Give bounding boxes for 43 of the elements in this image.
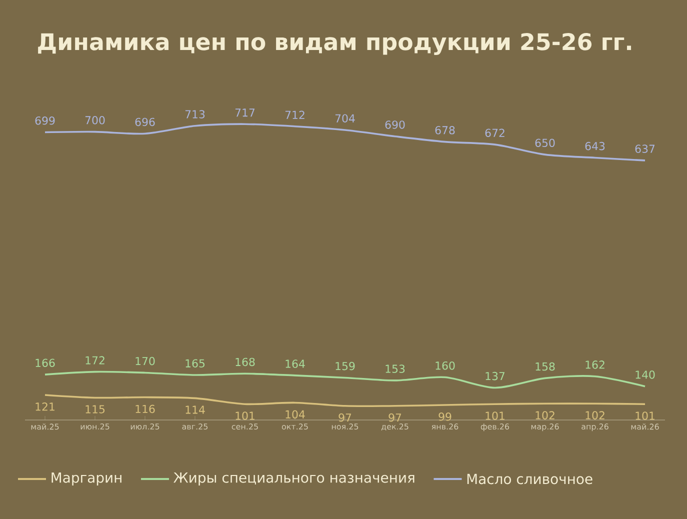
data-label: 717 <box>235 108 255 117</box>
data-label: 165 <box>186 359 204 368</box>
data-label: 99 <box>438 412 452 421</box>
data-label: 713 <box>185 110 205 118</box>
data-label: 159 <box>336 362 355 370</box>
data-label: 164 <box>286 360 305 368</box>
data-label: 116 <box>136 404 155 414</box>
data-label: 672 <box>485 128 504 138</box>
data-label: 696 <box>135 118 155 126</box>
data-label: 162 <box>586 360 604 369</box>
data-label: 700 <box>85 116 105 124</box>
data-label: 158 <box>536 362 555 371</box>
data-label: 153 <box>386 364 405 373</box>
data-label: 650 <box>535 138 555 148</box>
legend-label: Жиры специального назначения <box>174 472 414 486</box>
data-label: 704 <box>335 114 355 122</box>
legend-label: Маргарин <box>52 472 122 486</box>
data-label: 101 <box>486 412 504 420</box>
data-label: 104 <box>286 410 305 419</box>
data-label: 168 <box>236 358 255 366</box>
data-label: 115 <box>86 405 104 414</box>
data-label: 160 <box>436 361 455 370</box>
legend-label: Масло сливочное <box>467 474 592 484</box>
data-label: 637 <box>635 144 655 153</box>
data-label: 137 <box>486 372 505 380</box>
data-label: 97 <box>388 413 402 422</box>
data-label: 121 <box>36 402 54 411</box>
data-label: 699 <box>35 116 55 125</box>
data-label: 690 <box>385 120 405 129</box>
chart-title: Динамика цен по видам продукции 25-26 гг. <box>38 33 632 55</box>
data-label: 102 <box>536 411 554 420</box>
data-label: 102 <box>586 411 604 420</box>
data-label: 170 <box>136 356 155 366</box>
data-label: 643 <box>585 142 605 150</box>
data-label: 678 <box>435 126 455 134</box>
data-label: 101 <box>636 412 654 420</box>
data-label: 114 <box>186 406 205 414</box>
data-label: 166 <box>36 358 55 368</box>
data-label: 97 <box>338 413 352 422</box>
data-label: 712 <box>285 110 304 119</box>
data-label: 101 <box>236 412 254 420</box>
data-label: 140 <box>636 370 655 379</box>
data-label: 172 <box>86 356 104 364</box>
